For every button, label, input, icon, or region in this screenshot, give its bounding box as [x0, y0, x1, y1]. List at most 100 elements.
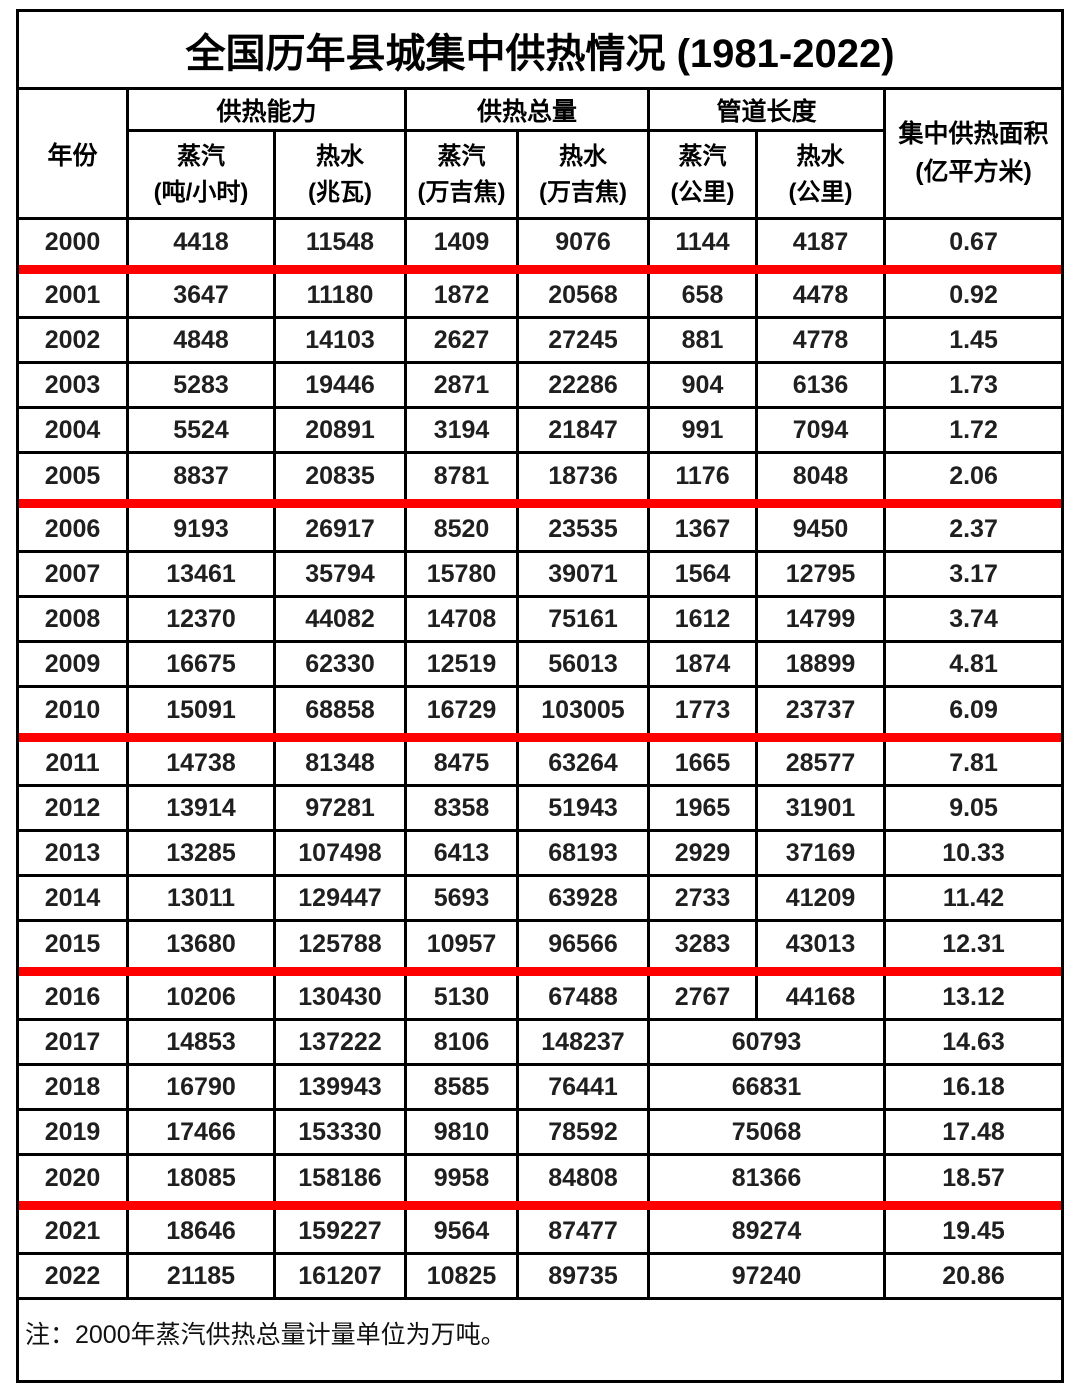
cell-value: 3194: [407, 409, 519, 454]
cell-value: 22286: [519, 364, 650, 409]
cell-pipeline-merged: 75068: [650, 1111, 886, 1156]
table-row: 2011 14738 81348 8475 63264 1665 28577 7.81: [19, 742, 1062, 787]
cell-heating-area: 2.37: [886, 508, 1062, 553]
cell-heating-area: 9.05: [886, 787, 1062, 832]
cell-value: 68193: [519, 832, 650, 877]
cell-value: 4848: [129, 319, 276, 364]
cell-value: 8837: [129, 454, 276, 499]
footnote-row: 注：2000年蒸汽供热总量计量单位为万吨。: [19, 1300, 1061, 1380]
cell-value: 658: [650, 274, 758, 319]
cell-value: 1773: [650, 688, 758, 733]
header-group-row: 年份 供热能力 供热总量 管道长度 集中供热面积 (亿平方米): [19, 90, 1062, 220]
table-row: 2007 13461 35794 15780 39071 1564 12795 3.17: [19, 553, 1062, 598]
cell-value: 37169: [758, 832, 886, 877]
table-row: 2003 5283 19446 2871 22286 904 6136 1.73: [19, 364, 1062, 409]
cell-value: 1409: [407, 220, 519, 265]
cell-year: 2000: [19, 220, 129, 265]
cell-value: 18899: [758, 643, 886, 688]
cell-value: 68858: [276, 688, 407, 733]
cell-year: 2001: [19, 274, 129, 319]
col-header-pipe-hotwater: 热水 (公里): [758, 132, 886, 220]
cell-value: 904: [650, 364, 758, 409]
cell-value: 8358: [407, 787, 519, 832]
cell-value: 103005: [519, 688, 650, 733]
cell-pipeline-merged: 89274: [650, 1210, 886, 1255]
table-row: 2000 4418 11548 1409 9076 1144 4187 0.67: [19, 220, 1061, 265]
cell-value: 8106: [407, 1021, 519, 1066]
cell-heating-area: 13.12: [886, 976, 1062, 1021]
cell-heating-area: 0.67: [949, 228, 998, 256]
cell-value: 14853: [129, 1021, 276, 1066]
cell-value: 28577: [758, 742, 886, 787]
cell-value: 9958: [407, 1156, 519, 1201]
cell-value: 4418: [129, 220, 276, 265]
cell-value: 9193: [129, 508, 276, 553]
cell-value: 12370: [129, 598, 276, 643]
cell-value: 13011: [129, 877, 276, 922]
table-row: 2013 13285 107498 6413 68193 2929 37169 10.33: [19, 832, 1062, 877]
cell-year: 2010: [19, 688, 129, 733]
cell-value: 44082: [276, 598, 407, 643]
cell-value: 125788: [276, 922, 407, 967]
cell-value: 13680: [129, 922, 276, 967]
cell-value: 13461: [129, 553, 276, 598]
cell-year: 2012: [19, 787, 129, 832]
table-row: 2014 13011 129447 5693 63928 2733 41209 11.42: [19, 877, 1062, 922]
table-row: 2015 13680 125788 10957 96566 3283 43013 12.31: [19, 922, 1061, 967]
cell-year: 2013: [19, 832, 129, 877]
cell-value: 137222: [276, 1021, 407, 1066]
cell-heating-area: 10.33: [886, 832, 1062, 877]
red-divider-bar: [19, 265, 1062, 274]
cell-value: 18646: [129, 1210, 276, 1255]
page-title: 全国历年县城集中供热情况 (1981-2022): [19, 12, 1062, 90]
cell-heating-area: 18.57: [942, 1164, 1005, 1192]
cell-value: 991: [650, 409, 758, 454]
cell-value: 2767: [650, 976, 758, 1021]
red-divider-bar: [19, 967, 1062, 976]
cell-value: 14799: [758, 598, 886, 643]
cell-value: 161207: [276, 1255, 407, 1300]
table-row: 2002 4848 14103 2627 27245 881 4778 1.45: [19, 319, 1062, 364]
cell-value: 5283: [129, 364, 276, 409]
cell-value: 1965: [650, 787, 758, 832]
cell-pipeline-merged: 81366: [650, 1156, 886, 1201]
cell-value: 26917: [276, 508, 407, 553]
cell-pipeline-merged: 60793: [650, 1021, 886, 1066]
red-divider: [19, 499, 1062, 508]
cell-value: 10825: [407, 1255, 519, 1300]
cell-value: 159227: [276, 1210, 407, 1255]
cell-value: 6136: [758, 364, 886, 409]
cell-heating-area: 1.73: [886, 364, 1062, 409]
cell-value: 56013: [519, 643, 650, 688]
cell-value: 17466: [129, 1111, 276, 1156]
cell-value: 1564: [650, 553, 758, 598]
cell-year: 2017: [19, 1021, 129, 1066]
cell-value: 8781: [407, 454, 519, 499]
cell-value: 16790: [129, 1066, 276, 1111]
cell-value: 81348: [276, 742, 407, 787]
footnote: 注：2000年蒸汽供热总量计量单位为万吨。: [25, 1321, 506, 1349]
cell-value: 21847: [519, 409, 650, 454]
cell-heating-area: 17.48: [886, 1111, 1062, 1156]
cell-value: 8048: [758, 454, 886, 499]
cell-value: 5693: [407, 877, 519, 922]
cell-year: 2003: [19, 364, 129, 409]
cell-value: 18736: [519, 454, 650, 499]
cell-value: 20835: [276, 454, 407, 499]
cell-value: 2871: [407, 364, 519, 409]
cell-heating-area: 11.42: [886, 877, 1062, 922]
cell-year: 2009: [19, 643, 129, 688]
cell-value: 13285: [129, 832, 276, 877]
col-header-heating-area: 集中供热面积 (亿平方米): [886, 90, 1062, 220]
col-group-heat-supply-total: 供热总量: [407, 90, 650, 132]
cell-value: 20568: [519, 274, 650, 319]
cell-value: 63928: [519, 877, 650, 922]
cell-value: 1612: [650, 598, 758, 643]
cell-heating-area: 3.74: [886, 598, 1062, 643]
cell-value: 16729: [407, 688, 519, 733]
cell-value: 2929: [650, 832, 758, 877]
cell-year: 2007: [19, 553, 129, 598]
red-divider: [19, 265, 1062, 274]
cell-year: 2004: [19, 409, 129, 454]
cell-heating-area: 0.92: [886, 274, 1062, 319]
